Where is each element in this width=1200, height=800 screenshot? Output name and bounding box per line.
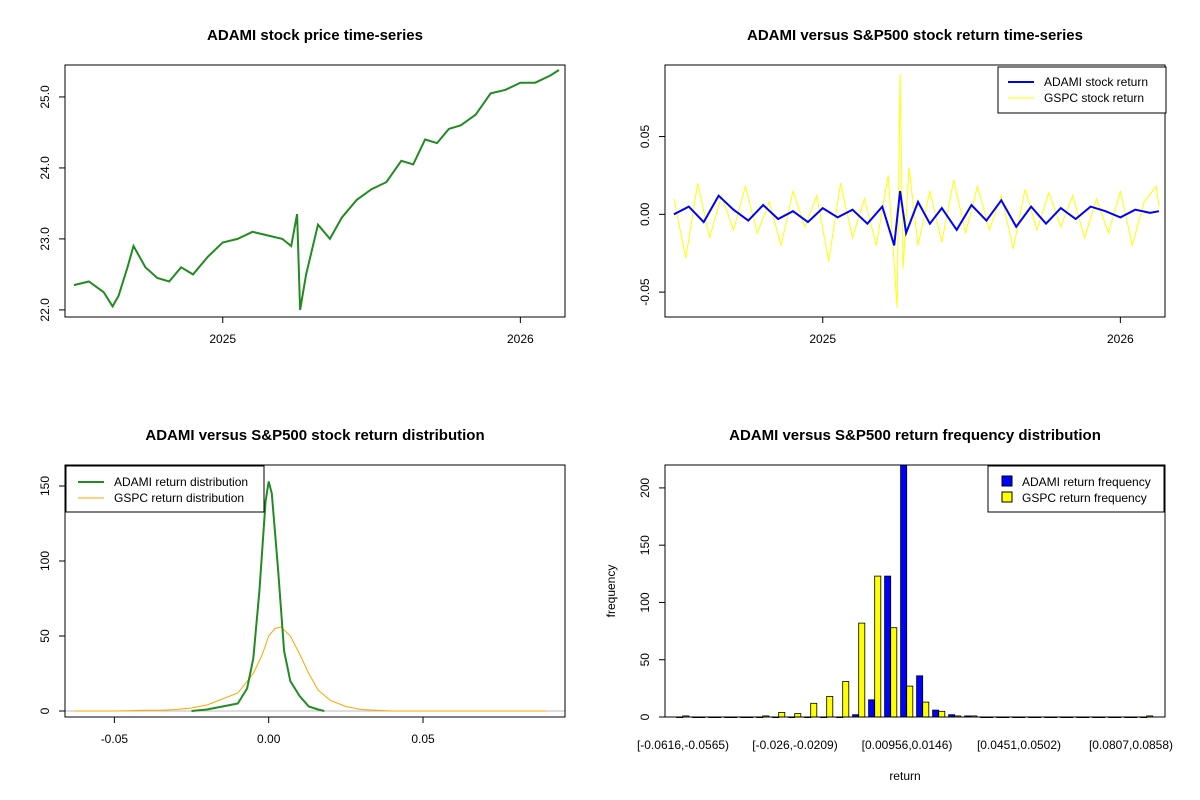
legend-adami-freq-swatch [1001, 475, 1013, 487]
density-ytick-label: 50 [38, 629, 52, 643]
legend-gspc-return-label: GSPC stock return [1044, 91, 1144, 105]
gspc-return-line [673, 74, 1160, 308]
price-ytick-label: 23.0 [38, 227, 52, 251]
density-title: ADAMI versus S&P500 stock return distrib… [145, 427, 484, 444]
returns-title: ADAMI versus S&P500 stock return time-se… [747, 27, 1083, 44]
frequency-xtick-label: [0.0807,0.0858) [1089, 738, 1173, 752]
price-title: ADAMI stock price time-series [207, 27, 423, 44]
returns-xtick-label: 2026 [1107, 332, 1134, 346]
frequency-ylabel: frequency [604, 565, 618, 618]
adami-freq-bar [916, 675, 924, 718]
adami-freq-bar [932, 709, 940, 718]
gspc-freq-bar [906, 685, 914, 718]
frequency-panel: ADAMI versus S&P500 return frequency dis… [604, 427, 1173, 783]
returns-plot-area [673, 74, 1160, 308]
gspc-freq-bar [794, 713, 802, 718]
frequency-axes: [-0.0616,-0.0565) [-0.026,-0.0209) [0.0095… [637, 478, 1173, 752]
price-panel: ADAMI stock price time-series 2025 2026 22… [38, 27, 566, 346]
frequency-xtick-label: [-0.0616,-0.0565) [637, 738, 729, 752]
density-panel: ADAMI versus S&P500 stock return distrib… [38, 427, 566, 746]
price-axes: 2025 2026 22.0 23.0 24.0 25.0 [38, 85, 534, 346]
returns-ytick-label: -0.05 [638, 278, 652, 306]
price-xtick-label: 2025 [209, 332, 236, 346]
price-series-line [73, 69, 560, 311]
price-ytick-label: 25.0 [38, 85, 52, 109]
frequency-xlabel: return [889, 769, 920, 783]
density-xtick-label: -0.05 [101, 732, 129, 746]
density-ytick-label: 150 [38, 476, 52, 496]
returns-frame [664, 64, 1166, 318]
returns-xtick-label: 2025 [809, 332, 836, 346]
legend-gspc-freq-swatch [1001, 491, 1013, 503]
returns-panel: ADAMI versus S&P500 stock return time-se… [638, 27, 1167, 346]
frequency-xtick-label: [0.0451,0.0502) [977, 738, 1061, 752]
frequency-ytick-label: 0 [638, 713, 652, 720]
frequency-ytick-label: 50 [638, 653, 652, 667]
price-ytick-label: 22.0 [38, 298, 52, 322]
frequency-ytick-label: 200 [638, 478, 652, 498]
returns-legend: ADAMI stock return GSPC stock return [997, 66, 1167, 114]
density-xtick-label: 0.05 [411, 732, 435, 746]
gspc-freq-bar [874, 575, 882, 718]
density-legend-box [65, 465, 265, 513]
gspc-freq-bar [826, 696, 834, 718]
legend-gspc-dist-label: GSPC return distribution [114, 491, 244, 505]
density-legend: ADAMI return distribution GSPC return di… [65, 465, 265, 513]
returns-ytick-label: 0.00 [638, 202, 652, 226]
frequency-legend-box [987, 465, 1165, 513]
gspc-freq-bar [938, 710, 946, 718]
price-plot-area [73, 69, 560, 311]
density-frame [64, 464, 566, 718]
gspc-freq-bar [890, 627, 898, 718]
returns-legend-box [997, 66, 1167, 114]
density-ytick-label: 100 [38, 551, 52, 571]
legend-adami-freq-label: ADAMI return frequency [1022, 475, 1151, 489]
frequency-ytick-label: 150 [638, 535, 652, 555]
legend-adami-return-label: ADAMI stock return [1044, 75, 1148, 89]
adami-freq-bar [868, 699, 876, 718]
legend-gspc-freq-label: GSPC return frequency [1022, 491, 1147, 505]
gspc-freq-bar [842, 681, 850, 718]
price-ytick-label: 24.0 [38, 156, 52, 180]
frequency-frame [664, 464, 1166, 718]
gspc-density-line [74, 626, 547, 712]
price-frame [64, 64, 566, 318]
frequency-xtick-label: [-0.026,-0.0209) [752, 738, 837, 752]
adami-density-line [191, 481, 325, 712]
density-axes: -0.05 0.00 0.05 0 50 100 150 [38, 476, 435, 746]
gspc-freq-bar [922, 701, 930, 718]
gspc-freq-bar [778, 712, 786, 718]
gspc-freq-bar [858, 622, 866, 718]
gspc-freq-bar [810, 702, 818, 718]
price-xtick-label: 2026 [507, 332, 534, 346]
frequency-legend: ADAMI return frequency GSPC return frequ… [987, 465, 1165, 513]
frequency-ytick-label: 100 [638, 592, 652, 612]
legend-adami-dist-label: ADAMI return distribution [114, 475, 248, 489]
frequency-title: ADAMI versus S&P500 return frequency dis… [729, 427, 1101, 444]
density-ytick-label: 0 [38, 707, 52, 714]
adami-return-line [673, 190, 1160, 246]
adami-freq-bar [884, 575, 892, 718]
adami-freq-bar [900, 464, 908, 718]
density-xtick-label: 0.00 [257, 732, 281, 746]
density-plot-area [65, 481, 565, 712]
returns-axes: 2025 2026 -0.05 0.00 0.05 [638, 125, 1134, 346]
frequency-xtick-label: [0.00956,0.0146) [862, 738, 953, 752]
returns-ytick-label: 0.05 [638, 125, 652, 149]
